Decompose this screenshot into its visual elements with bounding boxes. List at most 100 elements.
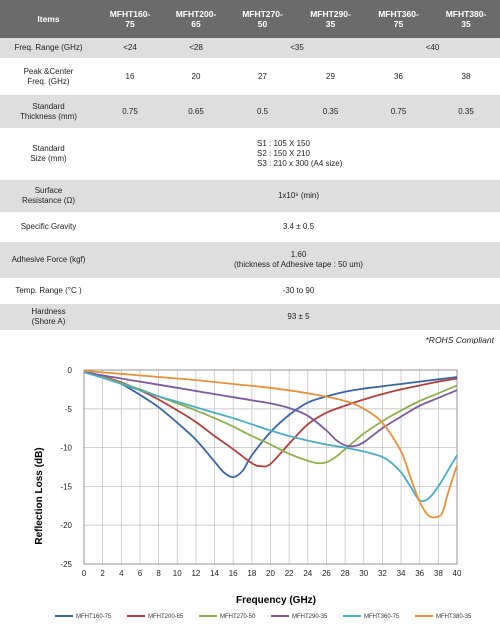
chart-legend: MFHT160-75 MFHT200-65 MFHT270-50 MFHT290-35… xyxy=(55,611,500,627)
header-model: MFHT360- 75 xyxy=(365,0,432,38)
header-items: Items xyxy=(0,0,97,38)
row-label: Standard Size (mm) xyxy=(0,128,97,180)
table-row: Surface Resistance (Ω) 1x10⁶ (min) xyxy=(0,180,500,212)
table-cell: 0.35 xyxy=(432,95,500,128)
table-cell: 27 xyxy=(229,58,296,95)
x-tick-label: 6 xyxy=(138,569,143,578)
y-axis-label: Reflection Loss (dB) xyxy=(34,447,45,544)
x-tick-label: 22 xyxy=(285,569,294,578)
y-tick-label: -5 xyxy=(65,405,73,414)
x-tick-label: 8 xyxy=(156,569,161,578)
x-tick-label: 28 xyxy=(341,569,350,578)
table-cell: <28 xyxy=(163,38,229,58)
row-label: Hardness (Shore A) xyxy=(0,304,97,330)
table-cell: 20 xyxy=(163,58,229,95)
x-tick-label: 32 xyxy=(378,569,387,578)
table-cell: S1 : 105 X 150 S2 : 150 X 210 S3 : 210 x… xyxy=(97,128,500,180)
series-line-mfht200-65 xyxy=(83,370,458,468)
legend-swatch xyxy=(199,615,217,618)
table-cell: -30 to 90 xyxy=(97,278,500,304)
row-label: Adhesive Force (kgf) xyxy=(0,242,97,278)
x-tick-label: 26 xyxy=(322,569,331,578)
table-row: Specific Gravity 3.4 ± 0.5 xyxy=(0,212,500,242)
row-label: Surface Resistance (Ω) xyxy=(0,180,97,212)
legend-swatch xyxy=(415,615,433,618)
table-cell: <35 xyxy=(229,38,365,58)
table-cell: 38 xyxy=(432,58,500,95)
legend-item: MFHT160-75 xyxy=(55,614,111,620)
rohs-note: *ROHS Compliant xyxy=(425,335,495,345)
x-tick-label: 4 xyxy=(119,569,124,578)
table-cell: 1.60 (thickness of Adhesive tape : 50 um… xyxy=(97,242,500,278)
table-row: Hardness (Shore A) 93 ± 5 xyxy=(0,304,500,330)
table-row: Freq. Range (GHz) <24 <28 <35 <40 xyxy=(0,38,500,58)
header-model: MFHT380- 35 xyxy=(432,0,500,38)
legend-label: MFHT270-50 xyxy=(220,614,256,620)
legend-item: MFHT360-75 xyxy=(343,614,399,620)
table-cell: <24 xyxy=(97,38,163,58)
series-line-mfht380-35 xyxy=(83,369,458,519)
header-model: MFHT290- 35 xyxy=(296,0,365,38)
legend-swatch xyxy=(55,615,73,618)
header-model: MFHT200- 65 xyxy=(163,0,229,38)
legend-item: MFHT290-35 xyxy=(271,614,327,620)
y-tick-label: -15 xyxy=(60,482,72,491)
x-tick-label: 30 xyxy=(359,569,368,578)
legend-swatch xyxy=(127,615,145,618)
x-tick-label: 40 xyxy=(453,569,462,578)
table-row: Standard Size (mm) S1 : 105 X 150 S2 : 15… xyxy=(0,128,500,180)
row-label: Standard Thickness (mm) xyxy=(0,95,97,128)
legend-item: MFHT200-65 xyxy=(127,614,183,620)
table-cell: 16 xyxy=(97,58,163,95)
series-line-mfht160-75 xyxy=(83,370,458,479)
legend-label: MFHT200-65 xyxy=(148,614,184,620)
x-axis-label: Frequency (GHz) xyxy=(236,595,316,606)
reflection-loss-chart: 0 2 4 6 8 10 12 14 16 18 20 22 24 26 28 30 32 34 36 38 400-5… xyxy=(0,344,500,611)
x-tick-label: 10 xyxy=(173,569,182,578)
x-tick-label: 20 xyxy=(266,569,275,578)
legend-label: MFHT160-75 xyxy=(76,614,112,620)
row-label: Freq. Range (GHz) xyxy=(0,38,97,58)
table-cell: 0.75 xyxy=(365,95,432,128)
table-cell: 3.4 ± 0.5 xyxy=(97,212,500,242)
table-row: Adhesive Force (kgf) 1.60 (thickness of A… xyxy=(0,242,500,278)
header-model: MFHT270- 50 xyxy=(229,0,296,38)
x-tick-label: 2 xyxy=(100,569,105,578)
x-tick-label: 0 xyxy=(82,569,87,578)
x-tick-label: 12 xyxy=(191,569,200,578)
legend-label: MFHT360-75 xyxy=(364,614,400,620)
table-cell: 1x10⁶ (min) xyxy=(97,180,500,212)
row-label: Temp. Range (°C ) xyxy=(0,278,97,304)
chart-grid xyxy=(83,369,458,565)
series-line-mfht290-35 xyxy=(83,371,458,448)
x-tick-label: 14 xyxy=(210,569,219,578)
table-cell: 0.75 xyxy=(97,95,163,128)
y-tick-label: 0 xyxy=(68,366,73,375)
y-tick-label: -25 xyxy=(60,560,72,569)
chart-axes: 0 2 4 6 8 10 12 14 16 18 20 22 24 26 28 30 32 34 36 38 400-5… xyxy=(60,366,462,578)
x-tick-label: 18 xyxy=(247,569,256,578)
legend-item: MFHT270-50 xyxy=(199,614,255,620)
legend-swatch xyxy=(271,615,289,618)
header-model: MFHT160- 75 xyxy=(97,0,163,38)
chart-series xyxy=(83,369,458,519)
legend-label: MFHT290-35 xyxy=(292,614,328,620)
table-row: Peak &Center Freq. (GHz) 16 20 27 29 36 38 xyxy=(0,58,500,95)
y-tick-label: -20 xyxy=(60,521,72,530)
table-header-row: Items MFHT160- 75 MFHT200- 65 MFHT270- 50 MF… xyxy=(0,0,500,38)
table-body: Freq. Range (GHz) <24 <28 <35 <40 Peak &Cente… xyxy=(0,38,500,330)
table-cell: 93 ± 5 xyxy=(97,304,500,330)
table-cell: 0.5 xyxy=(229,95,296,128)
y-tick-label: -10 xyxy=(60,444,72,453)
x-tick-label: 38 xyxy=(434,569,443,578)
legend-swatch xyxy=(343,615,361,618)
spec-table: Items MFHT160- 75 MFHT200- 65 MFHT270- 50 MF… xyxy=(0,0,500,330)
table-row: Temp. Range (°C ) -30 to 90 xyxy=(0,278,500,304)
x-tick-label: 24 xyxy=(303,569,312,578)
table-cell: 0.35 xyxy=(296,95,365,128)
x-tick-label: 34 xyxy=(397,569,406,578)
table-cell: 29 xyxy=(296,58,365,95)
table-cell: <40 xyxy=(365,38,500,58)
table-cell: 0.65 xyxy=(163,95,229,128)
row-label: Peak &Center Freq. (GHz) xyxy=(0,58,97,95)
